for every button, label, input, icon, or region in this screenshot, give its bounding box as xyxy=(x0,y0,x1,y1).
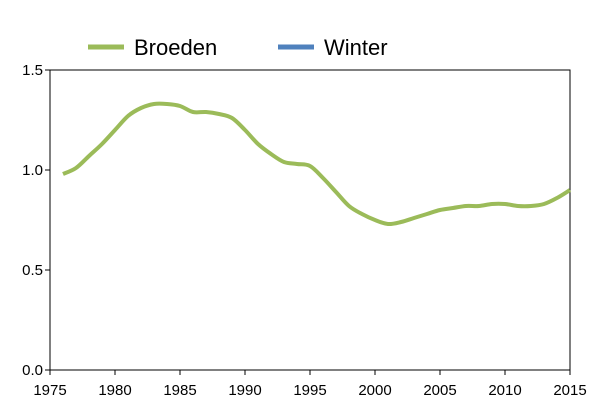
legend-label-winter: Winter xyxy=(324,35,388,60)
x-tick-label: 1990 xyxy=(228,382,261,399)
x-axis: 1975 1980 1985 1990 1995 2000 2005 2010 2015 xyxy=(33,370,587,399)
x-tick-label: 1995 xyxy=(293,382,326,399)
series-line-broeden xyxy=(62,101,572,227)
x-tick-label: 1980 xyxy=(98,382,131,399)
legend: Broeden Winter xyxy=(88,35,388,60)
y-tick-label: 0.5 xyxy=(22,262,43,279)
x-tick-label: 2015 xyxy=(553,382,586,399)
x-tick-label: 1975 xyxy=(33,382,66,399)
x-tick-label: 1985 xyxy=(163,382,196,399)
x-tick-label: 2000 xyxy=(358,382,391,399)
y-tick-label: 1.5 xyxy=(22,62,43,79)
y-axis: 0.0 0.5 1.0 1.5 xyxy=(22,62,50,379)
series-layer xyxy=(62,101,572,227)
x-tick-label: 2005 xyxy=(423,382,456,399)
legend-label-broeden: Broeden xyxy=(134,35,217,60)
y-tick-label: 1.0 xyxy=(22,162,43,179)
x-tick-label: 2010 xyxy=(488,382,521,399)
y-tick-label: 0.0 xyxy=(22,362,43,379)
